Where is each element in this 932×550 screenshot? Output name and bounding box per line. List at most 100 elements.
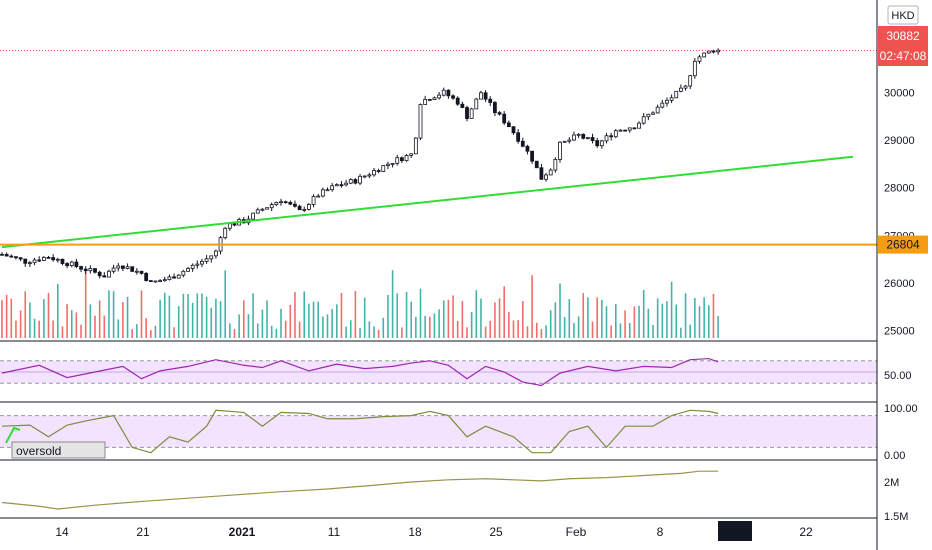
volume-bar bbox=[689, 324, 691, 338]
candle bbox=[446, 89, 451, 97]
volume-bar bbox=[680, 327, 682, 338]
volume-bar bbox=[340, 293, 343, 338]
price-scale[interactable]: 250002600027000280002900030000 50.00 100… bbox=[876, 0, 928, 550]
candle bbox=[581, 133, 586, 139]
candle bbox=[293, 203, 297, 207]
volume-bar bbox=[205, 296, 208, 338]
candle bbox=[404, 154, 409, 162]
volume-bar bbox=[289, 304, 292, 338]
crosshair-time-box bbox=[718, 521, 752, 541]
candle bbox=[311, 196, 316, 205]
volume-bar bbox=[252, 293, 254, 338]
candle bbox=[683, 85, 688, 89]
indicator-tick-label: 1.5M bbox=[884, 511, 908, 523]
candle bbox=[386, 163, 390, 166]
price-pane[interactable] bbox=[0, 48, 877, 338]
candle bbox=[488, 98, 493, 103]
volume-bar bbox=[517, 320, 519, 338]
candle bbox=[651, 112, 655, 115]
candle bbox=[483, 92, 488, 100]
time-tick-label: 04:15 bbox=[720, 525, 750, 539]
volume-bar bbox=[122, 302, 124, 338]
volume-bar bbox=[419, 288, 422, 338]
candle bbox=[176, 274, 181, 279]
candle bbox=[479, 92, 483, 100]
volume-bar bbox=[587, 297, 589, 338]
volume-bar bbox=[159, 299, 161, 338]
volume-bar bbox=[238, 314, 240, 338]
candle bbox=[265, 207, 269, 210]
volume-bar bbox=[224, 270, 226, 338]
volume-bar bbox=[652, 325, 654, 338]
time-axis[interactable]: 14 21 2021 11 18 25 Feb 8 04:15 22 bbox=[55, 521, 813, 541]
volume-bar bbox=[140, 290, 143, 338]
rsi-pane[interactable] bbox=[0, 357, 877, 387]
candle bbox=[348, 179, 353, 184]
candle bbox=[525, 145, 530, 152]
trend-line[interactable] bbox=[1, 155, 854, 249]
volume-bar bbox=[554, 302, 557, 338]
volume-bar bbox=[591, 321, 594, 338]
candle bbox=[353, 179, 358, 184]
volume-bar bbox=[717, 315, 719, 338]
volume-bar bbox=[475, 290, 478, 338]
volume-bar bbox=[294, 292, 296, 338]
oversold-label-box[interactable] bbox=[11, 441, 106, 459]
candle bbox=[125, 266, 130, 269]
currency-badge[interactable] bbox=[887, 5, 919, 25]
volume-bar bbox=[80, 324, 82, 338]
volume-bar bbox=[415, 316, 417, 338]
volume-bar bbox=[503, 286, 505, 338]
price-tick-label: 30000 bbox=[884, 87, 915, 99]
candle bbox=[506, 122, 511, 128]
volume-bar bbox=[410, 301, 412, 338]
candle bbox=[548, 169, 553, 176]
oversold-label: oversold bbox=[16, 444, 61, 458]
volume-bar bbox=[210, 307, 213, 338]
candle bbox=[455, 97, 460, 105]
volume-bar bbox=[647, 308, 650, 338]
candle bbox=[213, 250, 218, 257]
candle bbox=[23, 258, 28, 264]
volume-bar bbox=[103, 315, 106, 338]
volume-bar bbox=[401, 327, 403, 338]
candle bbox=[32, 259, 37, 264]
arrow-drawing[interactable] bbox=[5, 426, 21, 444]
candle bbox=[572, 134, 576, 141]
volume-bar bbox=[615, 304, 617, 338]
stoch-line bbox=[1, 409, 719, 454]
candle bbox=[702, 52, 707, 58]
volume-bar bbox=[52, 320, 54, 338]
price-tick-label: 28000 bbox=[884, 183, 915, 195]
volume-bar bbox=[308, 303, 310, 338]
candle bbox=[660, 102, 665, 108]
volume-bar bbox=[708, 305, 710, 338]
candle bbox=[269, 204, 274, 209]
candle bbox=[116, 265, 121, 269]
candle bbox=[320, 189, 325, 197]
candle bbox=[358, 175, 362, 184]
volume-bar bbox=[219, 301, 222, 338]
candle bbox=[297, 205, 302, 211]
currency-label: HKD bbox=[891, 10, 914, 22]
candle bbox=[441, 89, 446, 96]
candle bbox=[711, 50, 716, 53]
obv-pane[interactable] bbox=[1, 470, 719, 510]
stoch-pane[interactable]: oversold bbox=[0, 409, 877, 459]
candle bbox=[590, 137, 595, 141]
volume-bar bbox=[270, 325, 273, 338]
volume-bar bbox=[582, 293, 585, 338]
candle bbox=[520, 140, 525, 147]
volume-bar bbox=[703, 297, 705, 338]
volume-bar bbox=[298, 321, 301, 338]
volume-bar bbox=[261, 309, 264, 338]
candle bbox=[60, 258, 65, 264]
volume-bar bbox=[38, 320, 40, 338]
candle bbox=[544, 174, 548, 180]
volume-bars bbox=[1, 270, 719, 338]
candle bbox=[460, 103, 465, 108]
candle bbox=[41, 256, 46, 261]
candle bbox=[27, 262, 32, 265]
volume-bar bbox=[126, 296, 129, 338]
